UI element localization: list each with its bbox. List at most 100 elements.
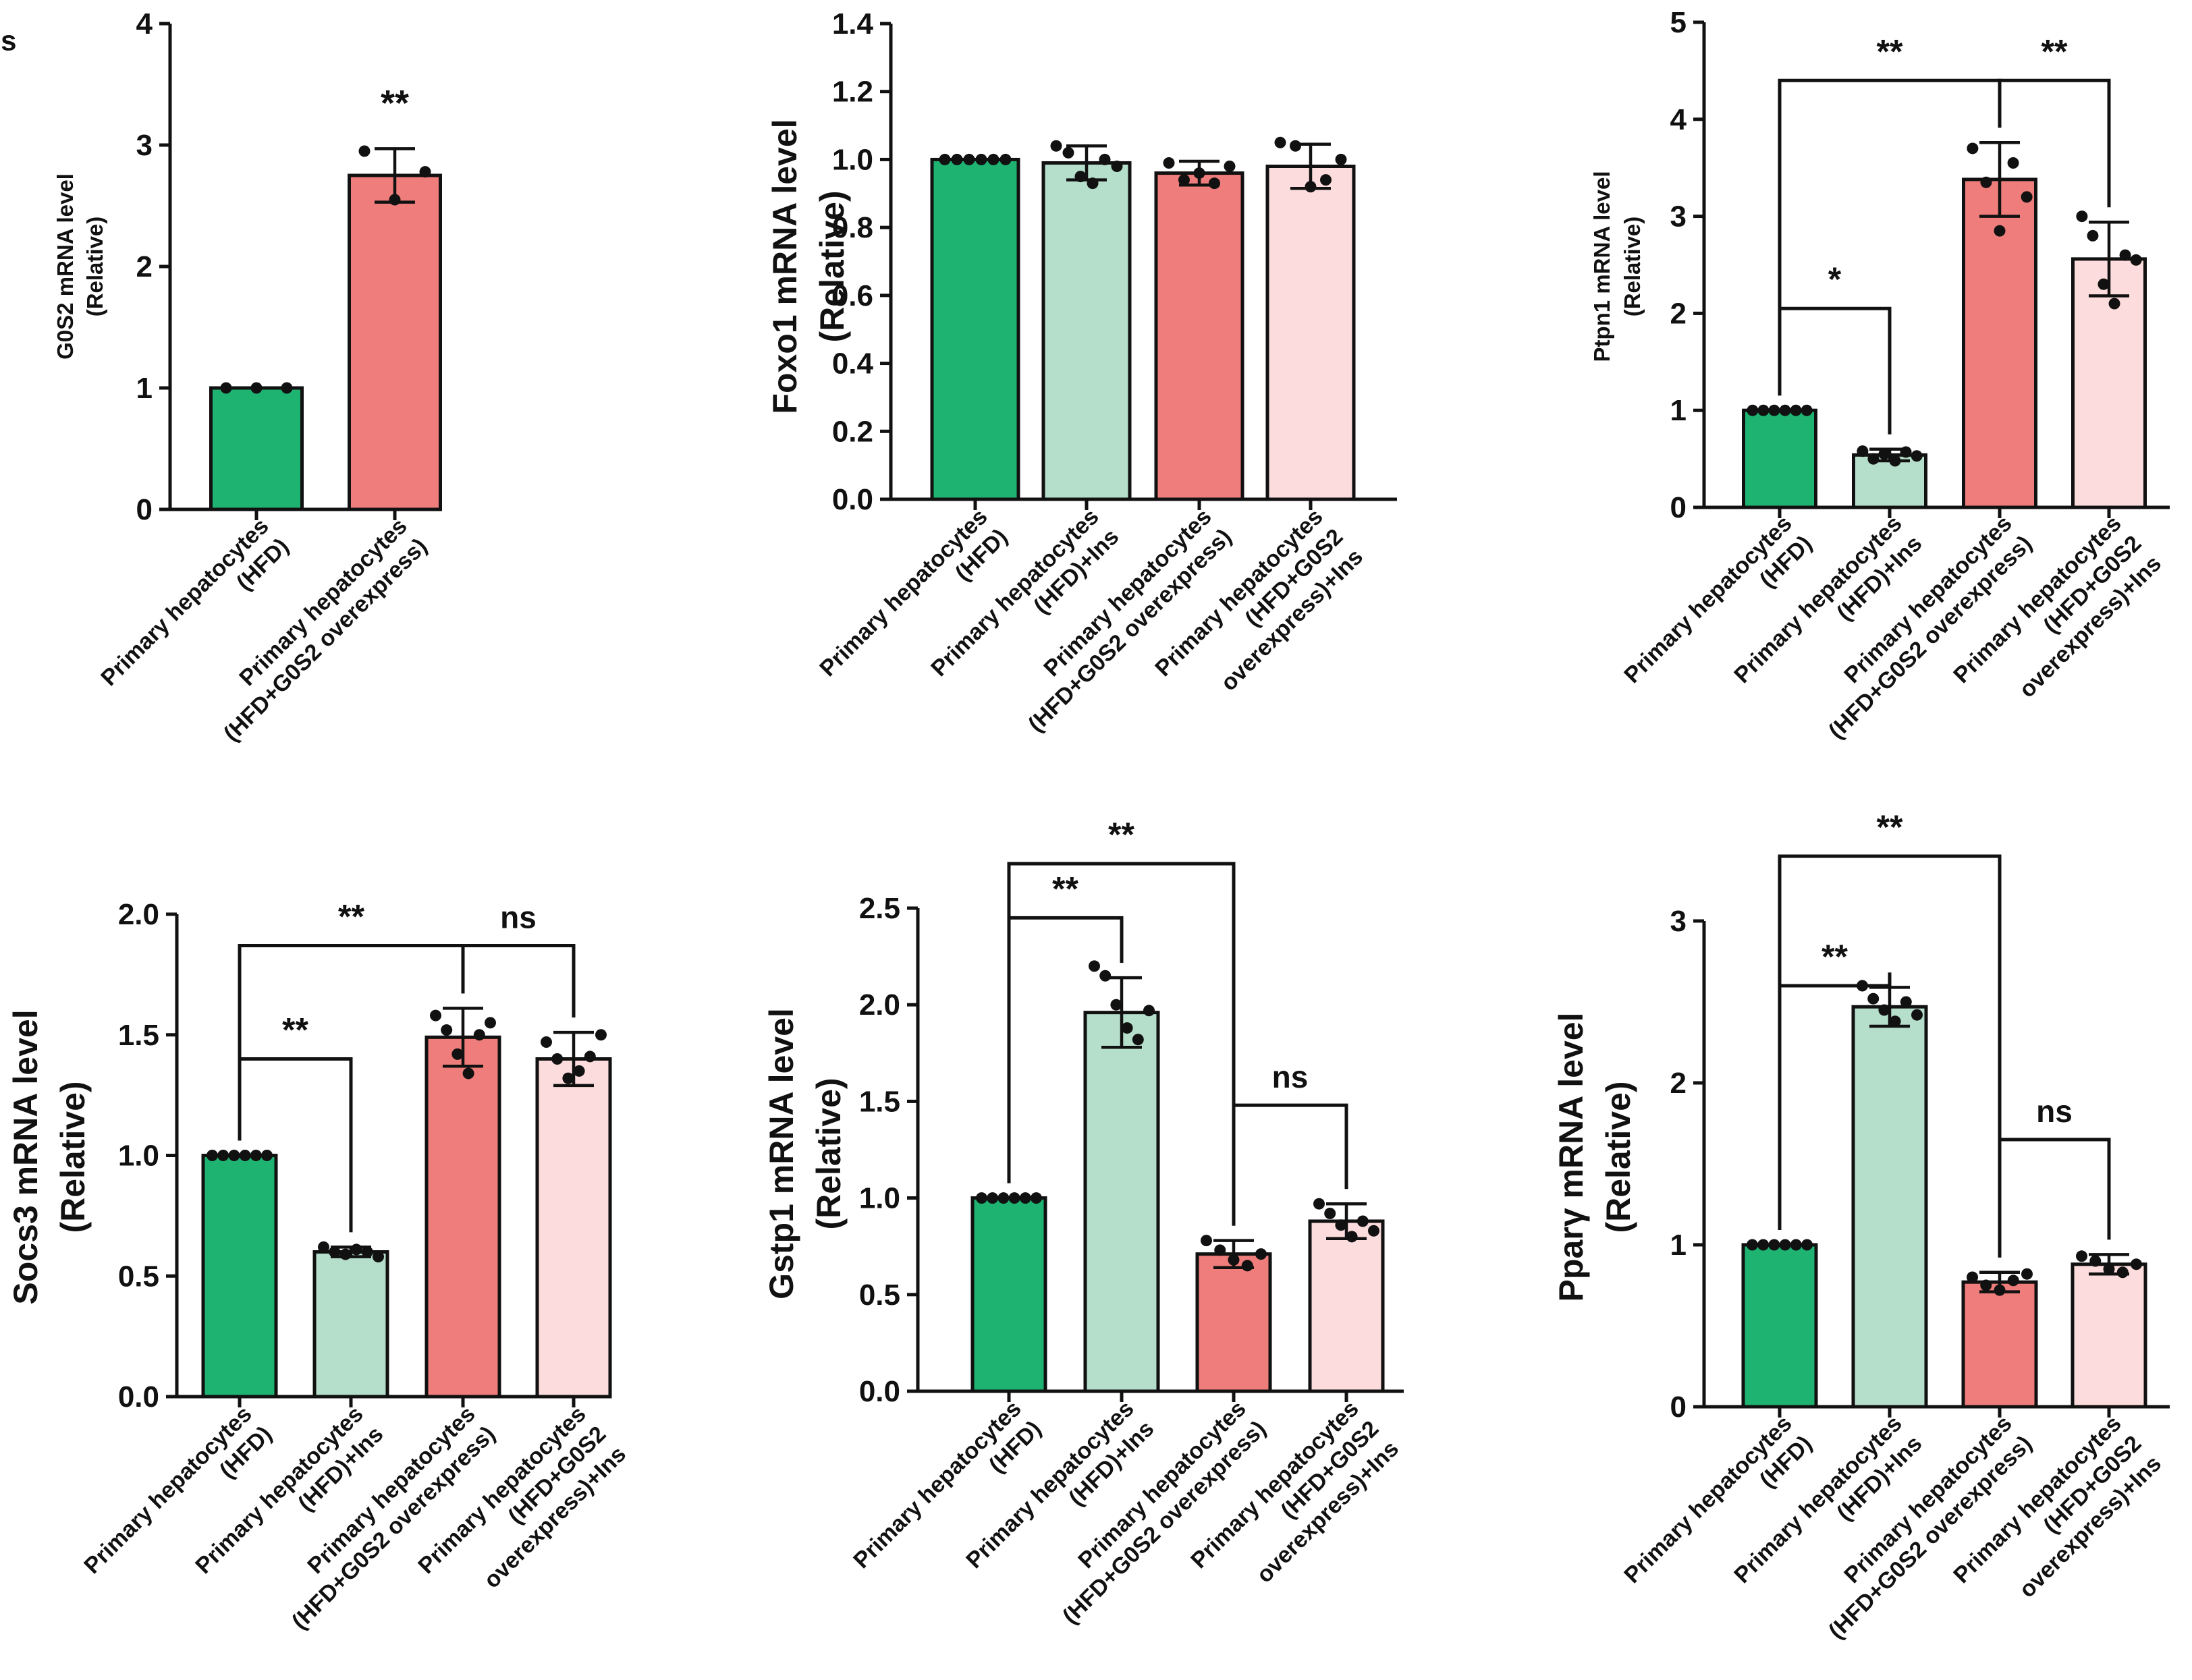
- y-axis-label: Foxo1 mRNA level (Relative): [766, 119, 851, 414]
- data-point: [1324, 1208, 1336, 1220]
- data-point: [2089, 1255, 2102, 1267]
- data-point: [1911, 1009, 1923, 1021]
- significance-3: *: [1778, 260, 1892, 435]
- bar-4: [2071, 1262, 2147, 1409]
- data-point: [1201, 1235, 1212, 1247]
- bar-2: [1851, 1005, 1928, 1409]
- y-tick-label: 0.6: [832, 279, 873, 312]
- y-axis-label: Ptpn1 mRNA level (Relative): [1589, 171, 1645, 362]
- bar-2: [1852, 453, 1927, 509]
- significance-label: ns: [2036, 1094, 2073, 1129]
- data-point: [1980, 1279, 1992, 1291]
- data-point: [339, 1248, 352, 1260]
- data-point: [451, 1048, 464, 1060]
- data-point: [1889, 1015, 1901, 1028]
- data-point: [1074, 171, 1087, 183]
- bar-3: [1154, 171, 1244, 501]
- data-point: [939, 153, 951, 165]
- y-axis-label-line-2: (Relative): [810, 1077, 848, 1229]
- y-tick-label: 1.5: [118, 1019, 159, 1052]
- data-point: [562, 1072, 574, 1084]
- significance-label: ns: [500, 899, 537, 934]
- y-tick-label: 0: [1670, 491, 1687, 524]
- data-point: [462, 1067, 474, 1080]
- data-point: [1900, 446, 1912, 458]
- data-point: [997, 1192, 1010, 1204]
- data-point: [361, 1246, 373, 1258]
- data-point: [1305, 181, 1317, 193]
- data-point: [1346, 1231, 1358, 1243]
- y-tick-label: 0.0: [832, 483, 873, 516]
- chart-panel-1: 0 1 2 3 4 G0S2 mRNA level (Relative) Primary he…: [53, 7, 442, 747]
- bar-3: [424, 1035, 501, 1399]
- significance-label: **: [2042, 32, 2068, 70]
- data-point: [441, 1024, 453, 1036]
- category-label-1: Primary hepatocytes(HFD): [848, 1396, 1046, 1594]
- significance-bracket: [1998, 1138, 2111, 1258]
- data-point: [595, 1029, 607, 1041]
- data-point: [2098, 278, 2110, 290]
- significance-2: ns: [461, 899, 576, 1018]
- chart-panel-2: 0.0 0.2 0.4 0.6 0.8 1.0 1.2 1.4 Foxo1 mRNA level…: [0, 7, 1397, 737]
- y-axis-label-line-2: (Relative): [54, 1081, 92, 1233]
- data-point: [1857, 445, 1869, 457]
- significance-3: ns: [1998, 1094, 2111, 1258]
- data-point: [1031, 1192, 1042, 1204]
- significance-label: **: [1877, 32, 1903, 70]
- data-point: [1099, 153, 1111, 165]
- data-point: [2021, 191, 2033, 203]
- y-tick-label: 1.0: [832, 143, 873, 176]
- significance-label: **: [282, 1011, 308, 1049]
- data-point: [430, 1009, 441, 1021]
- y-tick-label: 2: [136, 250, 153, 283]
- error-bar-2: [1066, 144, 1107, 181]
- data-point: [976, 1192, 987, 1204]
- significance-label: **: [1052, 870, 1078, 907]
- data-point: [1878, 448, 1890, 460]
- data-point: [1062, 146, 1074, 159]
- error-bar-3: [443, 1007, 483, 1068]
- bar-4: [1265, 165, 1356, 501]
- chart-panel-5: 0.0 0.5 1.0 1.5 2.0 2.5 Gstp1 mRNA level (Relat…: [763, 816, 1404, 1629]
- significance-label: **: [1108, 816, 1134, 853]
- significance-label: ns: [1272, 1059, 1309, 1094]
- y-tick-label: 0.5: [118, 1260, 159, 1293]
- y-axis-label-line-2: (Relative): [1599, 1081, 1637, 1233]
- data-point: [419, 166, 431, 178]
- data-point: [2007, 157, 2019, 169]
- data-point: [1214, 1244, 1226, 1256]
- y-tick-label: 3: [1670, 905, 1687, 938]
- data-point: [2130, 254, 2142, 266]
- data-point: [207, 1150, 218, 1161]
- chart-panel-6: 0 1 2 3 Pparγ mRNA level (Relative) Primary he…: [1552, 808, 2170, 1644]
- category-label-1: Primary hepatocytes(HFD): [815, 504, 1012, 702]
- y-tick-label: 0: [136, 493, 153, 526]
- data-point: [1779, 404, 1791, 416]
- error-bar-4: [1326, 1202, 1367, 1240]
- y-tick-label: 4: [136, 7, 153, 40]
- significance-bracket: [238, 1057, 353, 1233]
- y-axis-label-line-1: Socs3 mRNA level: [7, 1009, 45, 1304]
- data-point: [541, 1036, 552, 1048]
- bar-2: [1041, 161, 1132, 501]
- significance-label: **: [338, 897, 364, 935]
- data-point: [1290, 140, 1301, 152]
- data-point: [1121, 1022, 1133, 1034]
- significance-2: **: [1778, 938, 1892, 1230]
- data-point: [2087, 229, 2099, 242]
- chart-panel-4: 0.0 0.5 1.0 1.5 2.0 Socs3 mRNA level (Relative…: [7, 897, 631, 1634]
- bar-2: [348, 173, 442, 511]
- y-tick-label: 2: [1670, 297, 1687, 330]
- y-tick-label: 0.0: [118, 1380, 159, 1413]
- data-point: [1143, 1005, 1155, 1017]
- data-point: [1757, 1239, 1770, 1251]
- data-point: [1193, 167, 1205, 179]
- y-tick-label: 2: [1670, 1067, 1687, 1100]
- y-axis-label-line-2: (Relative): [82, 217, 107, 317]
- y-axis-label-line-1: G0S2 mRNA level: [53, 173, 78, 360]
- category-label-1: Primary hepatocytes(HFD): [1619, 511, 1817, 708]
- y-tick-label: 0.2: [832, 415, 873, 448]
- y-tick-label: 2.0: [859, 988, 900, 1021]
- data-point: [2108, 298, 2120, 310]
